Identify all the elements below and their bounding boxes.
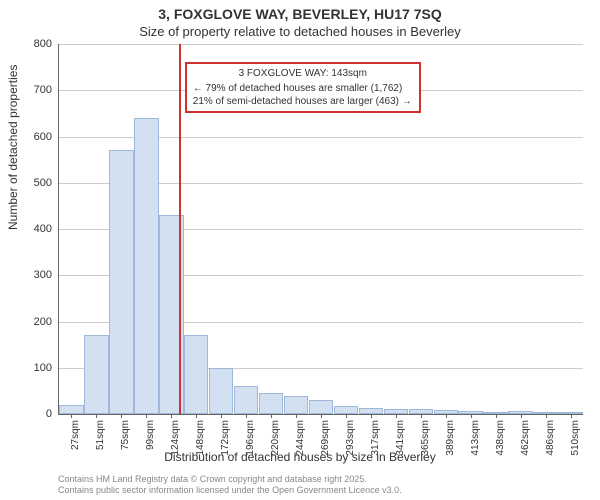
x-tick-label: 269sqm: [320, 420, 331, 470]
callout-line-2: 21% of semi-detached houses are larger (…: [193, 95, 413, 108]
histogram-bar: [184, 335, 208, 414]
x-tick-label: 27sqm: [70, 420, 81, 470]
x-tick: [246, 414, 247, 418]
marker-line: [179, 44, 181, 414]
histogram-bar: [84, 335, 108, 414]
y-tick-label: 0: [12, 408, 52, 420]
y-tick-label: 300: [12, 269, 52, 281]
x-tick: [471, 414, 472, 418]
y-tick-label: 700: [12, 84, 52, 96]
x-tick: [71, 414, 72, 418]
histogram-bar: [134, 118, 158, 414]
histogram-bar: [59, 405, 83, 414]
x-tick-label: 438sqm: [495, 420, 506, 470]
histogram-bar: [309, 400, 333, 414]
callout-line-1: ← 79% of detached houses are smaller (1,…: [193, 82, 413, 95]
x-tick-label: 244sqm: [295, 420, 306, 470]
x-tick: [196, 414, 197, 418]
plot-area: 3 FOXGLOVE WAY: 143sqm ← 79% of detached …: [58, 44, 583, 415]
x-tick-label: 510sqm: [570, 420, 581, 470]
callout-box: 3 FOXGLOVE WAY: 143sqm ← 79% of detached …: [185, 62, 421, 113]
x-tick: [446, 414, 447, 418]
y-tick-label: 500: [12, 177, 52, 189]
y-tick-label: 200: [12, 316, 52, 328]
footer-line-1: Contains HM Land Registry data © Crown c…: [58, 474, 402, 485]
footer-line-2: Contains public sector information licen…: [58, 485, 402, 496]
histogram-bar: [234, 386, 258, 414]
x-tick: [221, 414, 222, 418]
callout-header: 3 FOXGLOVE WAY: 143sqm: [193, 67, 413, 80]
chart-subtitle: Size of property relative to detached ho…: [0, 24, 600, 39]
x-tick: [271, 414, 272, 418]
histogram-bar: [334, 406, 358, 414]
gridline: [59, 44, 583, 45]
x-tick-label: 389sqm: [445, 420, 456, 470]
chart-title: 3, FOXGLOVE WAY, BEVERLEY, HU17 7SQ: [0, 6, 600, 22]
x-tick-label: 51sqm: [95, 420, 106, 470]
x-tick-label: 99sqm: [145, 420, 156, 470]
histogram-bar: [109, 150, 133, 414]
x-tick: [571, 414, 572, 418]
x-tick-label: 220sqm: [270, 420, 281, 470]
x-tick: [346, 414, 347, 418]
x-tick: [396, 414, 397, 418]
x-tick-label: 413sqm: [470, 420, 481, 470]
x-tick: [296, 414, 297, 418]
x-tick-label: 462sqm: [520, 420, 531, 470]
x-tick-label: 293sqm: [345, 420, 356, 470]
histogram-bar: [209, 368, 233, 414]
y-tick-label: 100: [12, 362, 52, 374]
x-tick-label: 75sqm: [120, 420, 131, 470]
x-tick-label: 341sqm: [395, 420, 406, 470]
x-tick: [496, 414, 497, 418]
x-tick: [96, 414, 97, 418]
x-tick: [321, 414, 322, 418]
x-tick: [146, 414, 147, 418]
x-tick-label: 196sqm: [245, 420, 256, 470]
x-tick-label: 365sqm: [420, 420, 431, 470]
x-tick: [421, 414, 422, 418]
x-tick: [546, 414, 547, 418]
x-tick-label: 148sqm: [195, 420, 206, 470]
x-tick-label: 124sqm: [170, 420, 181, 470]
x-tick-label: 317sqm: [370, 420, 381, 470]
x-tick-label: 172sqm: [220, 420, 231, 470]
x-tick: [371, 414, 372, 418]
y-tick-label: 800: [12, 38, 52, 50]
histogram-bar: [284, 396, 308, 415]
x-tick: [171, 414, 172, 418]
x-tick: [121, 414, 122, 418]
y-tick-label: 600: [12, 131, 52, 143]
chart-container: 3, FOXGLOVE WAY, BEVERLEY, HU17 7SQ Size…: [0, 0, 600, 500]
histogram-bar: [259, 393, 283, 414]
y-tick-label: 400: [12, 223, 52, 235]
x-tick: [521, 414, 522, 418]
footer-attribution: Contains HM Land Registry data © Crown c…: [58, 474, 402, 497]
x-tick-label: 486sqm: [545, 420, 556, 470]
